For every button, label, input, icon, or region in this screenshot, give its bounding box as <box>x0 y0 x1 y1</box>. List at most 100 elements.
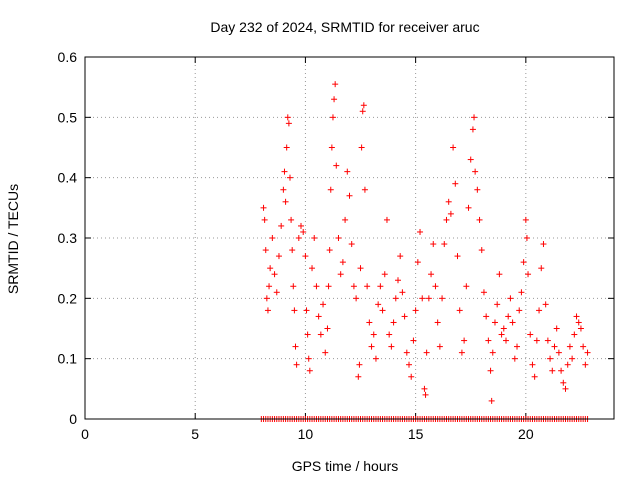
data-point <box>520 259 527 266</box>
data-point <box>331 96 338 103</box>
data-point <box>261 216 268 223</box>
x-tick-label: 15 <box>408 426 424 442</box>
data-point <box>328 144 335 151</box>
data-point <box>436 343 443 350</box>
data-point <box>518 289 525 296</box>
data-point <box>333 162 340 169</box>
data-point <box>494 301 501 308</box>
data-point <box>383 216 390 223</box>
y-tick-label: 0.2 <box>58 290 78 306</box>
data-point <box>432 283 439 290</box>
data-point <box>476 216 483 223</box>
grid-lines <box>85 57 614 419</box>
data-point <box>505 313 512 320</box>
data-point <box>357 265 364 272</box>
data-point <box>324 325 331 332</box>
data-point <box>558 367 565 374</box>
data-point <box>577 325 584 332</box>
data-point <box>262 247 269 254</box>
data-point <box>496 271 503 278</box>
data-point <box>284 114 291 121</box>
data-point <box>509 319 516 326</box>
data-point <box>275 253 282 260</box>
y-tick-label: 0.1 <box>58 351 78 367</box>
data-point <box>348 241 355 248</box>
data-point <box>346 192 353 199</box>
data-point <box>417 228 424 235</box>
data-point <box>540 241 547 248</box>
data-point <box>306 367 313 374</box>
data-point <box>397 253 404 260</box>
data-point <box>320 301 327 308</box>
data-point <box>381 271 388 278</box>
data-point <box>332 81 339 88</box>
data-point <box>394 277 401 284</box>
data-point <box>439 295 446 302</box>
data-point <box>260 204 267 211</box>
data-point <box>379 307 386 314</box>
data-point <box>443 216 450 223</box>
data-point <box>560 379 567 386</box>
data-point <box>304 331 311 338</box>
data-point <box>450 144 457 151</box>
data-point <box>551 343 558 350</box>
y-tick-label: 0.6 <box>58 49 78 65</box>
data-point <box>360 102 367 109</box>
data-point <box>547 355 554 362</box>
data-point <box>514 343 521 350</box>
data-point <box>408 373 415 380</box>
data-point <box>474 186 481 193</box>
data-point <box>542 301 549 308</box>
plot-frame <box>84 56 615 420</box>
data-point <box>364 283 371 290</box>
data-point <box>575 319 582 326</box>
data-point <box>458 349 465 356</box>
data-point <box>467 156 474 163</box>
y-axis-label: SRMTID / TECUs <box>5 184 21 294</box>
data-point <box>430 241 437 248</box>
data-point <box>500 325 507 332</box>
data-point <box>313 283 320 290</box>
data-point <box>355 373 362 380</box>
data-point <box>283 144 290 151</box>
data-point <box>441 241 448 248</box>
data-point <box>401 313 408 320</box>
data-point <box>358 144 365 151</box>
data-point <box>573 313 580 320</box>
data-point <box>419 295 426 302</box>
data-point <box>342 216 349 223</box>
data-point <box>425 295 432 302</box>
data-point <box>291 307 298 314</box>
data-point <box>280 186 287 193</box>
data-point <box>390 319 397 326</box>
data-point <box>531 373 538 380</box>
data-point <box>264 307 271 314</box>
data-point <box>295 235 302 241</box>
x-tick-label: 5 <box>191 426 199 442</box>
data-point <box>480 289 487 296</box>
data-point <box>410 337 417 344</box>
data-point <box>485 337 492 344</box>
data-point <box>269 235 276 241</box>
data-point <box>329 114 336 121</box>
data-point <box>282 198 289 205</box>
data-point <box>456 307 463 314</box>
data-point <box>366 319 373 326</box>
data-point <box>562 385 569 392</box>
data-point <box>566 343 573 350</box>
data-point <box>386 331 393 338</box>
data-point <box>584 349 591 356</box>
y-tick-label: 0 <box>69 411 77 427</box>
data-point <box>471 114 478 121</box>
data-point <box>423 349 430 356</box>
data-point <box>549 367 556 374</box>
data-point <box>516 307 523 314</box>
data-point <box>300 228 307 235</box>
data-point <box>555 349 562 356</box>
data-point <box>428 271 435 278</box>
data-point <box>278 222 285 229</box>
data-point <box>305 355 312 362</box>
data-point <box>267 265 274 272</box>
data-point <box>434 319 441 326</box>
